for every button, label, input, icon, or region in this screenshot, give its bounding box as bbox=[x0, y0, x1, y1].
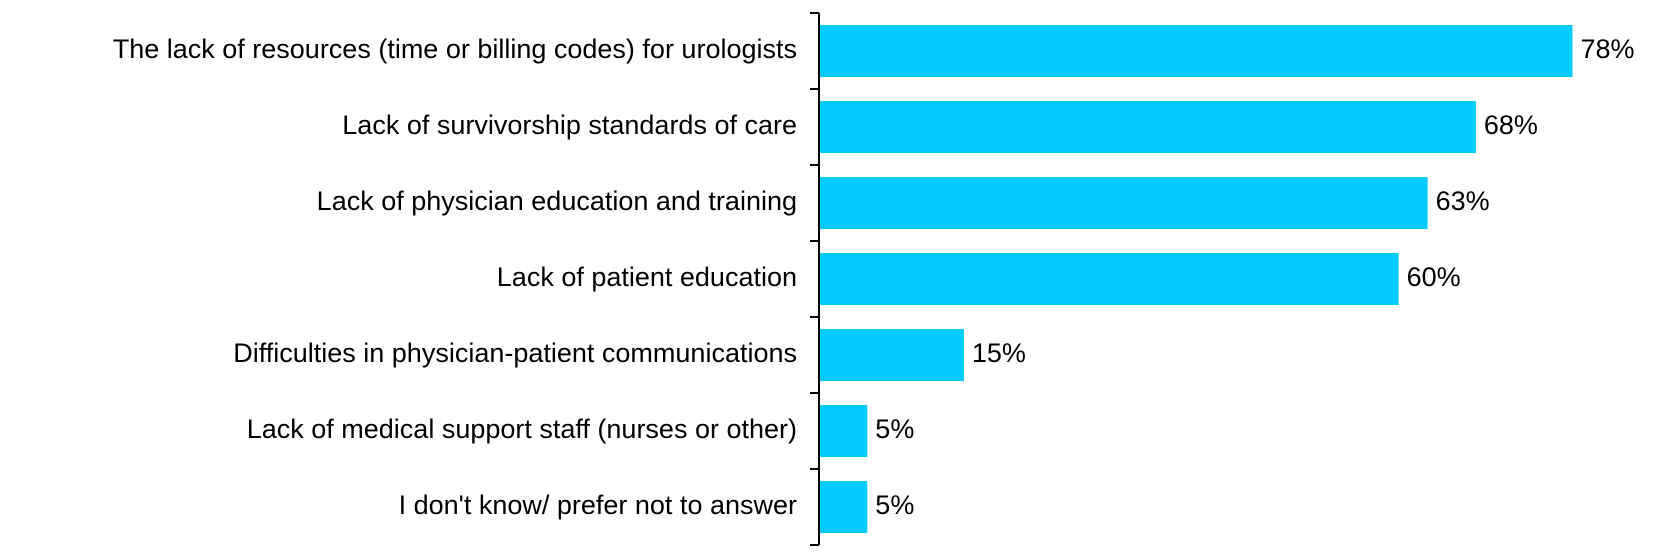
value-label: 5% bbox=[875, 490, 914, 520]
category-label: Lack of medical support staff (nurses or… bbox=[247, 414, 797, 444]
value-label: 5% bbox=[875, 414, 914, 444]
category-label: Lack of survivorship standards of care bbox=[342, 110, 797, 140]
value-label: 15% bbox=[972, 338, 1026, 368]
category-label: The lack of resources (time or billing c… bbox=[113, 34, 797, 64]
category-label: Lack of physician education and training bbox=[317, 186, 797, 216]
bar bbox=[819, 25, 1573, 77]
value-label: 68% bbox=[1484, 110, 1538, 140]
value-label: 63% bbox=[1436, 186, 1490, 216]
bar bbox=[819, 329, 964, 381]
bar bbox=[819, 101, 1476, 153]
value-label: 78% bbox=[1580, 34, 1634, 64]
bar bbox=[819, 481, 868, 533]
bar bbox=[819, 253, 1399, 305]
bar bbox=[819, 405, 868, 457]
category-label: Lack of patient education bbox=[497, 262, 797, 292]
bar bbox=[819, 177, 1428, 229]
category-label: I don't know/ prefer not to answer bbox=[399, 490, 797, 520]
category-label: Difficulties in physician-patient commun… bbox=[233, 338, 797, 368]
value-label: 60% bbox=[1407, 262, 1461, 292]
